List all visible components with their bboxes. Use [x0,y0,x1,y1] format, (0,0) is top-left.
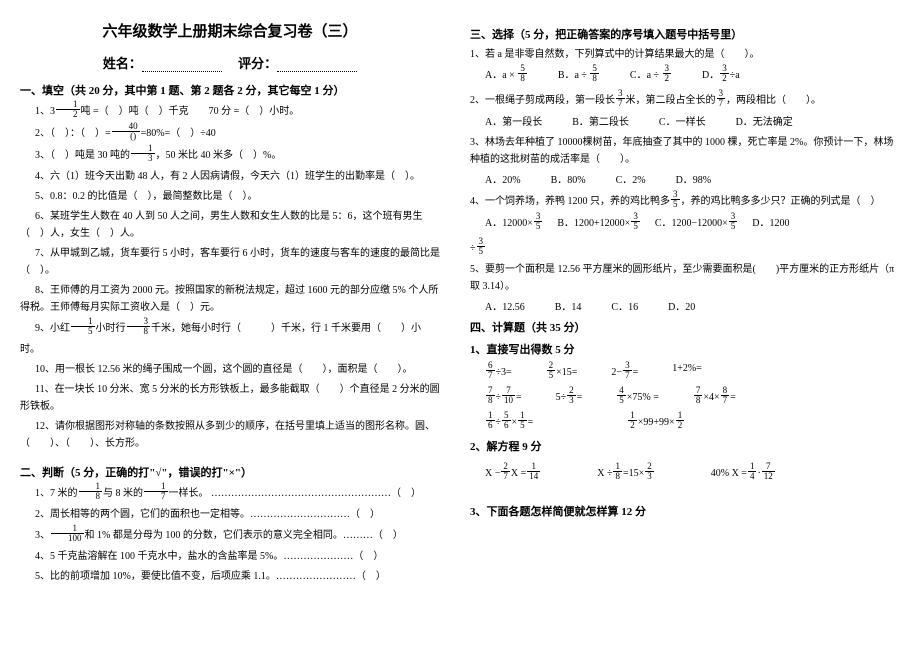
q1-11: 11、在一块长 10 分米、宽 5 分米的长方形铁板上，最多能截取（ ）个直径是… [20,381,440,415]
q3-4-opts: A．12000×35 B．1200+12000×35 C．1200−12000×… [485,214,900,233]
q3-4: 4、一个饲养场，养鸭 1200 只，养的鸡比鸭多35，养的鸡比鸭多多少只？正确的… [470,192,900,211]
q1-1: 1、312吨 =（ ）吨（ ）千克 70 分 =（ ）小时。 [20,102,440,121]
worksheet-page: 六年级数学上册期末综合复习卷（三） 姓名： 评分： 一、填空（共 20 分，其中… [20,20,900,588]
calc-row-2: 78÷710= 5÷23= 45×75% = 78×4×87= [485,388,900,407]
eq-row: X −27X =114 X ÷18=15×23 40% X =14·712 [485,464,900,483]
score-label: 评分： [238,56,277,71]
section-3-head: 三、选择（5 分，把正确答案的序号填入题号中括号里） [470,26,900,42]
q1-7: 7、从甲城到乙城，货车要行 5 小时，客车要行 6 小时，货车的速度与客车的速度… [20,245,440,279]
q3-3: 3、林场去年种植了 10000棵树苗，年底抽查了其中的 1000 棵，死亡率是 … [470,134,900,168]
q1-8: 8、王师傅的月工资为 2000 元。按照国家的新税法规定，超过 1600 元的部… [20,282,440,316]
q2-1: 1、7 米的18与 8 米的17一样长。 ………………………………………………（… [20,484,440,503]
page-title: 六年级数学上册期末综合复习卷（三） [20,20,440,41]
q1-4: 4、六（1）班今天出勤 48 人，有 2 人因病请假，今天六（1）班学生的出勤率… [20,168,440,185]
s4-p3-head: 3、下面各题怎样简便就怎样算 12 分 [470,503,900,519]
name-blank [142,61,222,72]
score-blank [277,61,357,72]
q2-3: 3、1100和 1% 都是分母为 100 的分数，它们表示的意义完全相同。………… [20,526,440,545]
q1-3: 3、（ ）吨是 30 吨的13，50 米比 40 米多（ ）%。 [20,146,440,165]
q3-4-opt-e: ÷35 [470,239,900,258]
s4-p1-head: 1、直接写出得数 5 分 [470,341,900,357]
q1-12: 12、请你根据图形对称轴的条数按照从多到少的顺序，在括号里填上适当的图形名称。圆… [20,418,440,452]
q3-5-opts: A．12.56 B．14 C．16 D．20 [485,298,900,313]
q3-3-opts: A．20% B．80% C．2% D．98% [485,171,900,186]
q2-2: 2、周长相等的两个圆，它们的面积也一定相等。…………………………（ ） [20,506,440,523]
calc-row-1: 67÷3= 25×15= 2−37= 1+2%= [485,363,900,382]
q1-2: 2、（ ）：（ ）=40()=80%=（ ）÷40 [20,124,440,143]
name-label: 姓名： [103,56,142,71]
q1-9: 9、小红15小时行38千米，她每小时行（ ）千米，行 1 千米要用（ ）小 [20,319,440,338]
s4-p2-head: 2、解方程 9 分 [470,438,900,454]
q3-2-opts: A．第一段长 B．第二段长 C．一样长 D．无法确定 [485,113,900,128]
section-2-head: 二、判断（5 分，正确的打"√"，错误的打"×"） [20,464,440,480]
left-column: 六年级数学上册期末综合复习卷（三） 姓名： 评分： 一、填空（共 20 分，其中… [20,20,440,588]
q2-4: 4、5 千克盐溶解在 100 千克水中，盐水的含盐率是 5%。…………………（ … [20,548,440,565]
q3-1: 1、若 a 是非零自然数，下列算式中的计算结果最大的是（ ）。 [470,46,900,63]
section-1-head: 一、填空（共 20 分，其中第 1 题、第 2 题各 2 分，其它每空 1 分） [20,82,440,98]
right-column: 三、选择（5 分，把正确答案的序号填入题号中括号里） 1、若 a 是非零自然数，… [470,20,900,588]
q1-5: 5、0.8：0.2 的比值是（ ），最简整数比是（ ）。 [20,188,440,205]
q3-1-opts: A．a × 58 B．a ÷ 58 C．a ÷ 32 D．32÷a [485,66,900,85]
q1-10: 10、用一根长 12.56 米的绳子围成一个圆，这个圆的直径是（ ），面积是（ … [20,361,440,378]
q2-5: 5、比的前项增加 10%，要使比值不变，后项应乘 1.1。……………………（ ） [20,568,440,585]
q1-9b: 时。 [20,341,440,358]
section-4-head: 四、计算题（共 35 分） [470,319,900,335]
q1-6: 6、某班学生人数在 40 人到 50 人之间，男生人数和女生人数的比是 5：6，… [20,208,440,242]
name-score-line: 姓名： 评分： [20,53,440,72]
calc-row-3: 16÷56×15= 12×99+99×12 [485,413,900,432]
q3-2: 2、一根绳子剪成两段，第一段长37米，第二段占全长的37，两段相比（ ）。 [470,91,900,110]
q3-5: 5、要剪一个面积是 12.56 平方厘米的圆形纸片，至少需要面积是( )平方厘米… [470,261,900,295]
